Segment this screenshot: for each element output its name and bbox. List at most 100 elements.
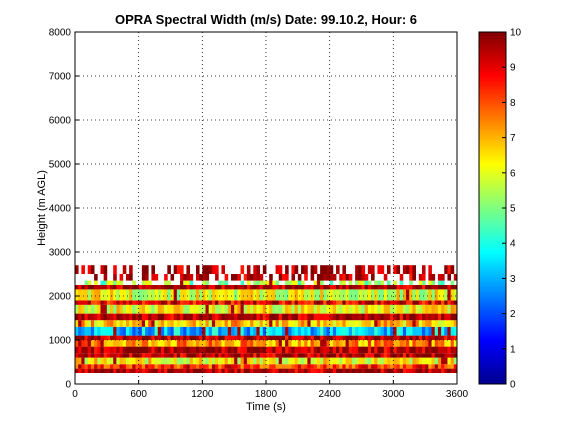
heatmap-cell	[412, 265, 417, 274]
heatmap-cell	[301, 289, 305, 301]
heatmap-cell	[348, 335, 353, 340]
heatmap-cell	[386, 304, 391, 314]
heatmap-cell	[367, 289, 372, 301]
heatmap-cell	[421, 274, 426, 281]
heatmap-cell	[145, 289, 149, 301]
heatmap-cell	[246, 364, 251, 369]
heatmap-cell	[205, 340, 210, 347]
heatmap-cell	[441, 346, 445, 354]
heatmap-cell	[310, 346, 315, 354]
heatmap-cell	[141, 300, 146, 305]
heatmap-cell	[301, 313, 305, 321]
heatmap-cell	[380, 353, 385, 358]
heatmap-cell	[269, 346, 273, 354]
heatmap-cell	[297, 320, 302, 327]
heatmap-cell	[351, 340, 356, 347]
heatmap-cell	[371, 300, 375, 305]
heatmap-cell	[304, 274, 308, 281]
heatmap-cell	[94, 357, 98, 365]
heatmap-cell	[297, 368, 302, 373]
heatmap-cell	[320, 340, 324, 347]
heatmap-cell	[205, 335, 210, 340]
heatmap-cell	[304, 364, 308, 369]
heatmap-cell	[230, 320, 235, 327]
heatmap-cell	[87, 346, 92, 354]
heatmap-cell	[434, 353, 439, 358]
heatmap-cell	[256, 313, 261, 321]
heatmap-cell	[113, 357, 117, 365]
heatmap-cell	[90, 320, 95, 327]
heatmap-cell	[447, 313, 452, 321]
heatmap-cell	[160, 313, 165, 321]
heatmap-cell	[406, 265, 410, 274]
heatmap-cell	[234, 364, 238, 369]
heatmap-cell	[237, 368, 241, 373]
heatmap-cell	[218, 304, 222, 314]
heatmap-cell	[269, 300, 273, 305]
heatmap-cell	[234, 289, 238, 301]
heatmap-cell	[266, 326, 270, 336]
heatmap-cell	[237, 313, 241, 321]
heatmap-cell	[141, 265, 146, 274]
heatmap-cell	[371, 364, 375, 369]
heatmap-cell	[170, 326, 175, 336]
heatmap-cell	[148, 326, 152, 336]
heatmap-cell	[342, 364, 346, 369]
heatmap-band	[75, 320, 458, 327]
heatmap-cell	[195, 274, 200, 281]
heatmap-cell	[402, 340, 407, 347]
heatmap-cell	[122, 353, 127, 358]
heatmap-cell	[250, 364, 254, 369]
heatmap-cell	[281, 364, 286, 369]
heatmap-cell	[329, 285, 334, 290]
heatmap-cell	[358, 265, 362, 274]
heatmap-cell	[78, 368, 82, 373]
heatmap-cell	[406, 320, 410, 327]
heatmap-cell	[160, 304, 165, 314]
y-tick-label: 6000	[49, 116, 72, 127]
heatmap-cell	[361, 340, 366, 347]
heatmap-cell	[110, 326, 114, 336]
heatmap-cell	[364, 300, 369, 305]
heatmap-cell	[367, 320, 372, 327]
heatmap-cell	[285, 300, 289, 305]
heatmap-cell	[106, 280, 111, 285]
heatmap-cell	[348, 300, 353, 305]
heatmap-cell	[320, 368, 324, 373]
heatmap-cell	[186, 353, 190, 358]
heatmap-cell	[358, 320, 362, 327]
heatmap-cell	[447, 289, 452, 301]
heatmap-cell	[345, 300, 350, 305]
heatmap-cell	[164, 300, 168, 305]
heatmap-cell	[87, 285, 92, 290]
heatmap-cell	[183, 289, 187, 301]
heatmap-cell	[425, 326, 429, 336]
heatmap-cell	[234, 340, 238, 347]
heatmap-cell	[294, 364, 299, 369]
heatmap-cell	[301, 300, 305, 305]
heatmap-cell	[205, 346, 210, 354]
heatmap-cell	[183, 300, 187, 305]
heatmap-cell	[180, 265, 184, 274]
heatmap-cell	[336, 285, 340, 290]
heatmap-cell	[351, 364, 356, 369]
heatmap-cell	[78, 289, 82, 301]
heatmap-cell	[437, 289, 442, 301]
heatmap-cell	[125, 285, 130, 290]
heatmap-cell	[406, 335, 410, 340]
heatmap-cell	[94, 364, 98, 369]
heatmap-cell	[129, 353, 133, 358]
heatmap-cell	[246, 265, 251, 274]
heatmap-cell	[135, 335, 140, 340]
heatmap-cell	[154, 340, 159, 347]
heatmap-cell	[339, 300, 343, 305]
heatmap-cell	[246, 368, 251, 373]
heatmap-cell	[110, 357, 114, 365]
heatmap-cell	[106, 313, 111, 321]
heatmap-cell	[154, 326, 159, 336]
heatmap-cell	[183, 368, 187, 373]
heatmap-cell	[336, 300, 340, 305]
heatmap-cell	[227, 300, 232, 305]
heatmap-cell	[100, 357, 105, 365]
